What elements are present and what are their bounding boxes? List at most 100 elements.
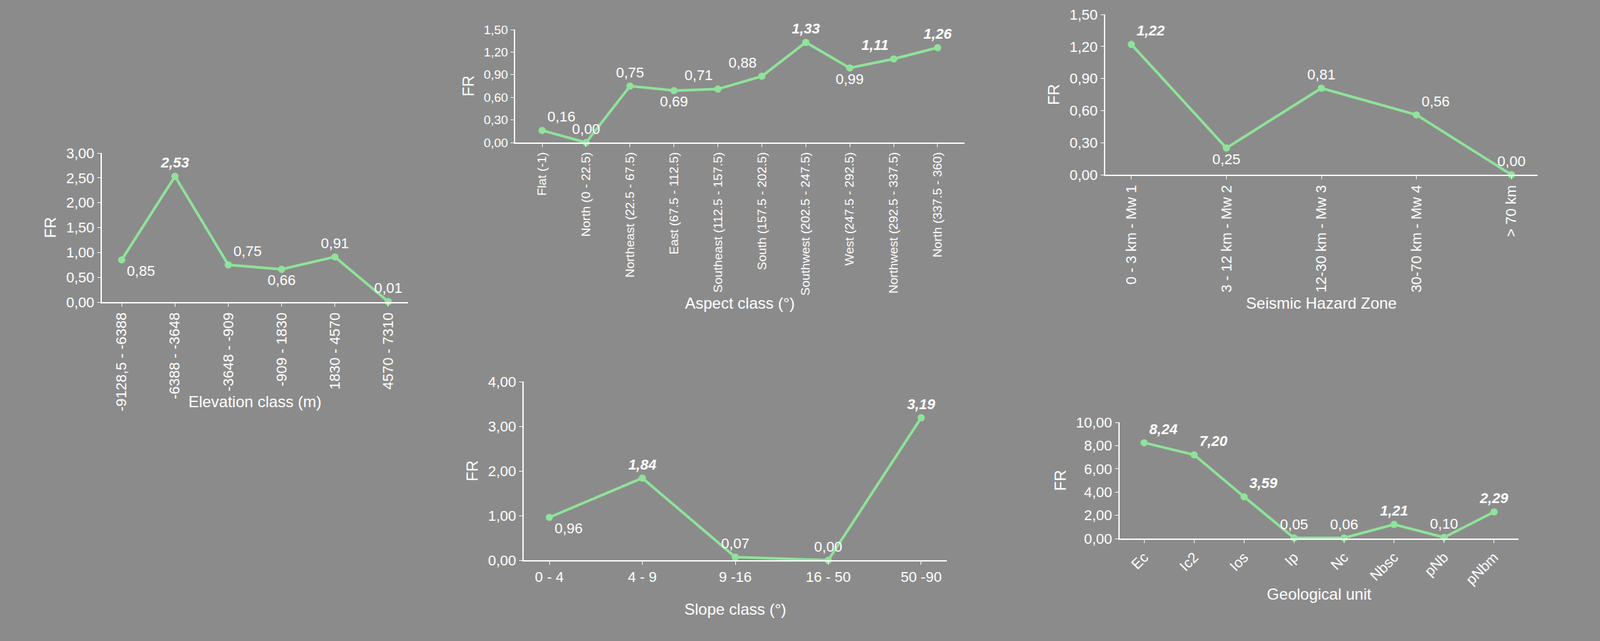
svg-text:0,81: 0,81 <box>1307 66 1336 83</box>
svg-text:0,75: 0,75 <box>615 64 644 81</box>
svg-text:0,30: 0,30 <box>1069 134 1098 152</box>
svg-text:0,00: 0,00 <box>488 552 517 570</box>
svg-text:0,85: 0,85 <box>126 262 156 280</box>
svg-text:1,11: 1,11 <box>861 36 889 54</box>
svg-text:1,21: 1,21 <box>1379 502 1409 520</box>
svg-text:4570 - 7310: 4570 - 7310 <box>379 312 397 390</box>
svg-text:0,75: 0,75 <box>233 243 262 260</box>
svg-text:0,00: 0,00 <box>1497 153 1526 170</box>
svg-text:FR: FR <box>1044 84 1063 106</box>
svg-text:Southeast (112.5 - 157.5): Southeast (112.5 - 157.5) <box>710 152 725 294</box>
svg-text:2,29: 2,29 <box>1479 490 1509 507</box>
svg-text:0,30: 0,30 <box>483 113 508 127</box>
svg-text:3,59: 3,59 <box>1249 475 1279 492</box>
svg-text:0,06: 0,06 <box>1329 516 1359 533</box>
svg-text:1830 - 4570: 1830 - 4570 <box>326 312 343 390</box>
svg-text:0,90: 0,90 <box>1069 70 1098 87</box>
svg-text:North (337.5 - 360): North (337.5 - 360) <box>930 152 945 259</box>
svg-text:> 70 km: > 70 km <box>1502 185 1520 238</box>
svg-text:0,91: 0,91 <box>320 235 349 252</box>
svg-text:0,50: 0,50 <box>66 269 95 286</box>
svg-text:2,50: 2,50 <box>66 170 95 187</box>
svg-text:3 - 12 km - Mw 2: 3 - 12 km - Mw 2 <box>1218 185 1235 294</box>
svg-text:North (0 - 22.5): North (0 - 22.5) <box>578 152 593 238</box>
svg-text:2,00: 2,00 <box>1084 507 1113 524</box>
svg-text:FR: FR <box>459 75 478 97</box>
svg-text:Ic2: Ic2 <box>1176 549 1202 575</box>
svg-text:FR: FR <box>41 217 60 239</box>
svg-text:1,00: 1,00 <box>488 507 517 525</box>
svg-text:Northwest (292.5 - 337.5): Northwest (292.5 - 337.5) <box>886 152 901 294</box>
svg-text:0,88: 0,88 <box>728 54 757 71</box>
svg-text:9 -16: 9 -16 <box>718 569 752 586</box>
svg-text:pNb: pNb <box>1421 549 1452 580</box>
svg-text:10,00: 10,00 <box>1076 414 1113 432</box>
svg-text:30-70 km - Mw 4: 30-70 km - Mw 4 <box>1408 185 1425 294</box>
svg-text:FR: FR <box>1051 470 1070 492</box>
svg-text:0 - 4: 0 - 4 <box>534 569 564 586</box>
svg-text:4 - 9: 4 - 9 <box>628 569 658 586</box>
svg-text:2,53: 2,53 <box>160 154 190 171</box>
svg-text:0,71: 0,71 <box>684 67 713 84</box>
svg-text:8,00: 8,00 <box>1084 437 1113 455</box>
svg-text:FR: FR <box>463 460 481 482</box>
svg-text:Northeast (22.5 - 67.5): Northeast (22.5 - 67.5) <box>622 152 637 278</box>
svg-text:Southwest (202.5 - 247.5): Southwest (202.5 - 247.5) <box>798 152 813 297</box>
svg-text:0,96: 0,96 <box>554 520 583 537</box>
svg-text:0,00: 0,00 <box>1069 166 1098 184</box>
svg-text:-909 - 1830: -909 - 1830 <box>273 312 290 388</box>
svg-text:0 - 3 km - Mw 1: 0 - 3 km - Mw 1 <box>1122 185 1140 286</box>
svg-text:3,00: 3,00 <box>488 418 517 435</box>
svg-text:1,26: 1,26 <box>923 25 953 43</box>
svg-text:1,50: 1,50 <box>66 219 95 236</box>
svg-text:-6388 - -3648: -6388 - -3648 <box>166 312 183 400</box>
svg-text:8,24: 8,24 <box>1149 421 1178 438</box>
svg-text:Flat (-1): Flat (-1) <box>534 152 549 197</box>
svg-text:Aspect class (°): Aspect class (°) <box>685 294 796 313</box>
svg-text:0,25: 0,25 <box>1212 151 1241 168</box>
svg-text:South (157.5 - 202.5): South (157.5 - 202.5) <box>754 152 769 271</box>
svg-text:0,10: 0,10 <box>1429 515 1459 533</box>
svg-text:0,90: 0,90 <box>483 67 508 82</box>
svg-text:pNbm: pNbm <box>1462 549 1502 589</box>
svg-text:6,00: 6,00 <box>1084 461 1113 478</box>
svg-text:Geological unit: Geological unit <box>1266 585 1372 604</box>
svg-text:7,20: 7,20 <box>1199 433 1229 450</box>
svg-text:0,60: 0,60 <box>1069 102 1098 119</box>
svg-text:4,00: 4,00 <box>488 373 517 391</box>
svg-text:1,50: 1,50 <box>1069 6 1098 23</box>
svg-text:-9128,5 - -6388: -9128,5 - -6388 <box>113 312 130 412</box>
svg-text:4,00: 4,00 <box>1084 484 1113 501</box>
svg-text:0,56: 0,56 <box>1421 93 1450 110</box>
svg-text:0,69: 0,69 <box>659 93 688 110</box>
svg-text:3,19: 3,19 <box>907 396 937 413</box>
svg-text:1,20: 1,20 <box>483 45 508 60</box>
svg-text:16 - 50: 16 - 50 <box>805 569 851 586</box>
svg-text:1,50: 1,50 <box>483 22 508 37</box>
svg-text:Ip: Ip <box>1281 549 1302 570</box>
svg-text:Ec: Ec <box>1128 549 1152 573</box>
svg-text:0,05: 0,05 <box>1280 516 1309 533</box>
svg-text:12-30 km - Mw 3: 12-30 km - Mw 3 <box>1312 185 1330 294</box>
svg-text:2,00: 2,00 <box>66 194 95 211</box>
svg-text:East (67.5 - 112.5): East (67.5 - 112.5) <box>666 152 681 255</box>
svg-text:1,00: 1,00 <box>66 244 95 261</box>
svg-text:Seismic Hazard Zone: Seismic Hazard Zone <box>1245 294 1397 313</box>
svg-text:0,16: 0,16 <box>547 108 576 125</box>
svg-text:1,20: 1,20 <box>1069 38 1098 56</box>
svg-text:1,22: 1,22 <box>1136 22 1166 39</box>
svg-text:-3648 - -909: -3648 - -909 <box>220 312 237 392</box>
svg-text:0,07: 0,07 <box>721 535 750 552</box>
svg-text:0,99: 0,99 <box>835 70 865 88</box>
svg-text:Elevation class (m): Elevation class (m) <box>188 392 322 411</box>
svg-text:Nbsc: Nbsc <box>1366 549 1402 585</box>
svg-text:Nc: Nc <box>1327 549 1352 574</box>
svg-text:0,00: 0,00 <box>66 294 95 311</box>
svg-text:1,84: 1,84 <box>628 456 657 474</box>
svg-text:2,00: 2,00 <box>488 463 517 480</box>
svg-text:50 -90: 50 -90 <box>900 569 942 586</box>
svg-text:Slope class (°): Slope class (°) <box>684 600 787 619</box>
svg-text:0,01: 0,01 <box>373 279 403 297</box>
svg-text:0,00: 0,00 <box>814 538 843 556</box>
svg-text:1,33: 1,33 <box>791 20 821 37</box>
